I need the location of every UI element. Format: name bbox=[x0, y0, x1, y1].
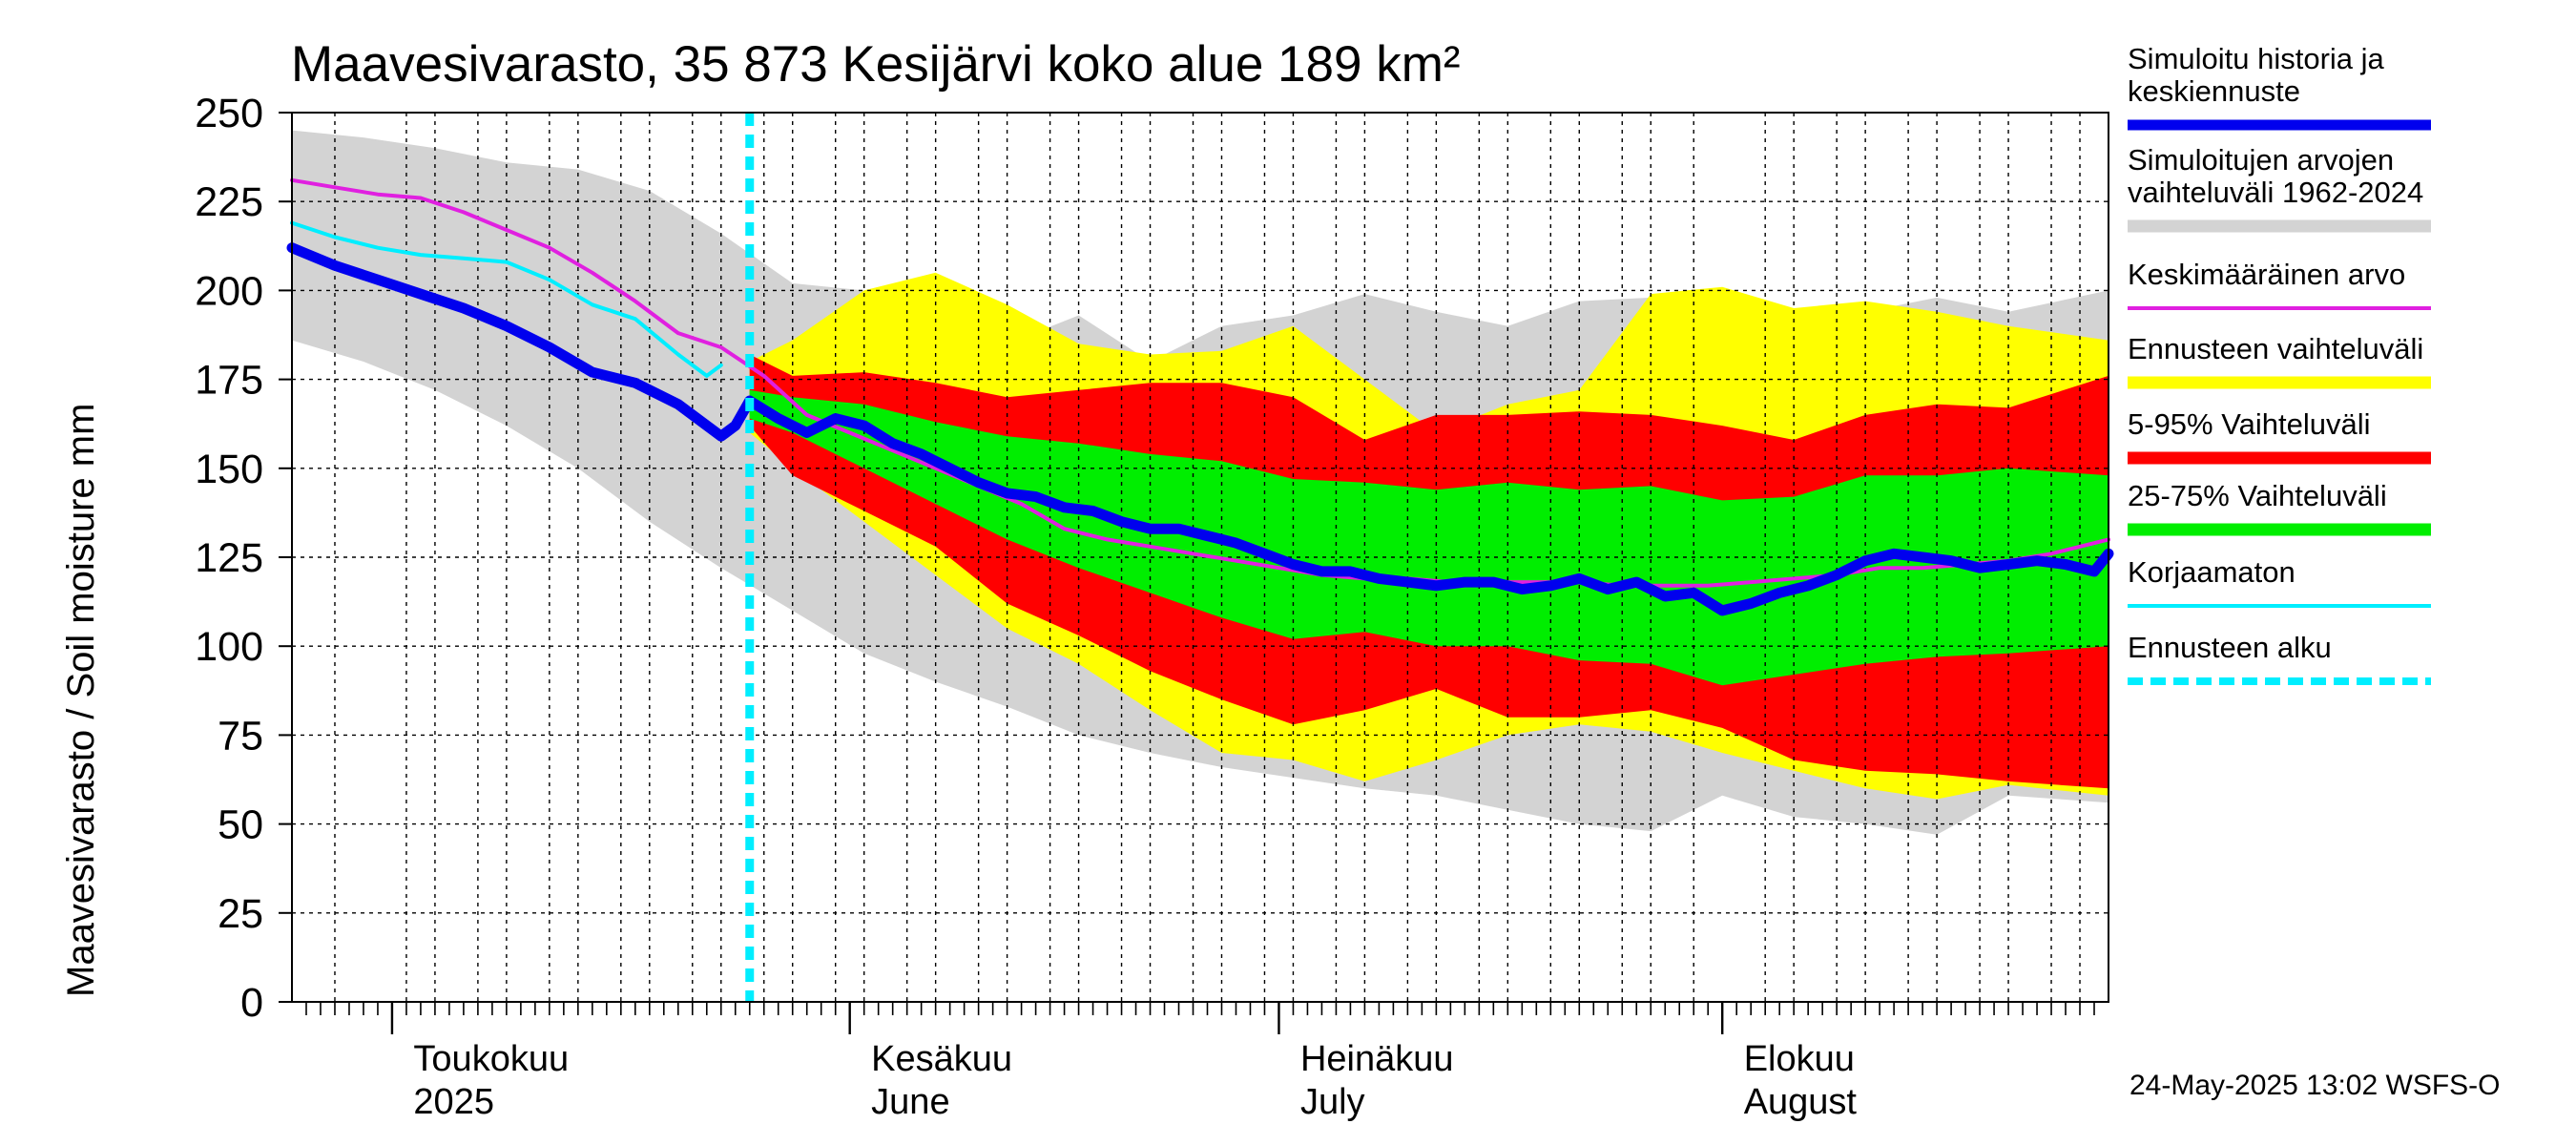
x-month-label: Heinäkuu bbox=[1300, 1039, 1454, 1079]
y-tick-label: 250 bbox=[195, 91, 263, 136]
legend-label: Ennusteen vaihteluväli bbox=[2128, 332, 2423, 365]
x-month-sublabel: June bbox=[871, 1082, 949, 1122]
x-month-sublabel: 2025 bbox=[413, 1082, 494, 1122]
y-tick-label: 125 bbox=[195, 535, 263, 581]
range-bands bbox=[292, 130, 2109, 835]
y-tick-label: 50 bbox=[218, 802, 263, 848]
x-month-sublabel: July bbox=[1300, 1082, 1365, 1122]
legend-label: keskiennuste bbox=[2128, 74, 2300, 108]
timestamp-footer: 24-May-2025 13:02 WSFS-O bbox=[2129, 1070, 2501, 1101]
legend-label: Simuloitujen arvojen bbox=[2128, 143, 2394, 177]
legend-label: 25-75% Vaihteluväli bbox=[2128, 479, 2387, 512]
legend-label: Simuloitu historia ja bbox=[2128, 42, 2385, 75]
y-tick-label: 75 bbox=[218, 713, 263, 759]
y-tick-label: 150 bbox=[195, 447, 263, 492]
legend-label: 5-95% Vaihteluväli bbox=[2128, 407, 2370, 441]
series-line-simuloitu-historia-ja-keskiennuste bbox=[286, 242, 2114, 616]
legend-label: Ennusteen alku bbox=[2128, 631, 2332, 664]
y-tick-label: 100 bbox=[195, 624, 263, 670]
legend-label: Korjaamaton bbox=[2128, 555, 2296, 589]
series-line-keskimaarainen-arvo bbox=[290, 177, 2110, 588]
y-tick-labels: 0 25 50 75 100 125 150 175 200 225 250 bbox=[195, 91, 263, 1026]
y-tick-label: 200 bbox=[195, 268, 263, 314]
axes bbox=[279, 112, 2109, 1034]
y-tick-label: 225 bbox=[195, 179, 263, 225]
y-tick-label: 175 bbox=[195, 358, 263, 404]
y-tick-label: 0 bbox=[240, 980, 263, 1026]
y-axis-label: Maavesivarasto / Soil moisture mm bbox=[60, 404, 102, 997]
series-lines bbox=[286, 177, 2114, 616]
legend-label: Keskimääräinen arvo bbox=[2128, 258, 2405, 291]
chart-title: Maavesivarasto, 35 873 Kesijärvi koko al… bbox=[291, 36, 1461, 93]
x-month-label: Kesäkuu bbox=[871, 1039, 1012, 1079]
x-month-label: Toukokuu bbox=[413, 1039, 569, 1079]
legend-label: vaihteluväli 1962-2024 bbox=[2128, 176, 2423, 209]
y-tick-label: 25 bbox=[218, 891, 263, 937]
x-month-label: Elokuu bbox=[1744, 1039, 1855, 1079]
series-line-korjaamaton bbox=[290, 220, 723, 378]
x-month-sublabel: August bbox=[1744, 1082, 1858, 1122]
band-25-75-vaihteluvali bbox=[749, 389, 2109, 686]
